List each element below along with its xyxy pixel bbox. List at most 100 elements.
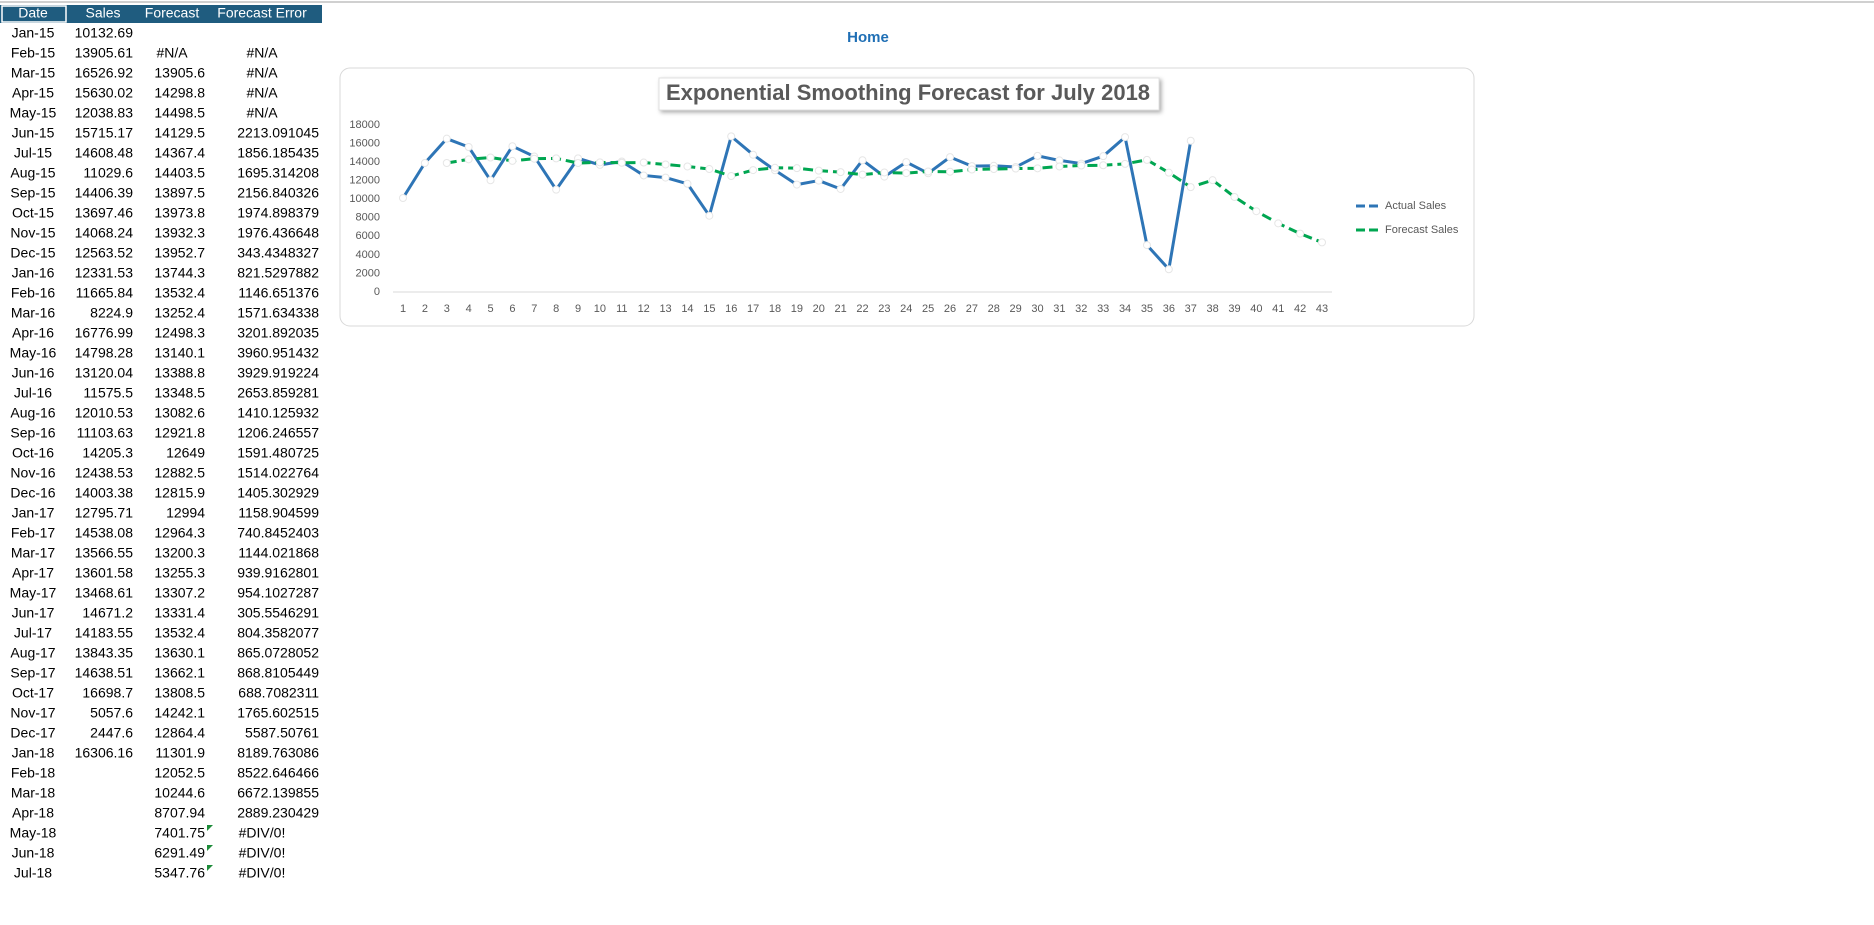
cell: 12010.53: [75, 405, 134, 421]
point: [1033, 151, 1042, 160]
cell: Jan-18: [12, 745, 55, 761]
cell: 1695.314208: [237, 165, 319, 181]
cell: 14608.48: [75, 145, 134, 161]
cell: Jan-17: [12, 505, 55, 521]
point: [705, 211, 714, 220]
point: [464, 142, 473, 151]
point: [858, 170, 867, 179]
point: [749, 166, 758, 175]
x-tick-label: 5: [487, 303, 493, 315]
point: [727, 172, 736, 181]
x-tick-label: 23: [878, 303, 890, 315]
cell: 11029.6: [83, 165, 133, 181]
cell: Feb-18: [11, 765, 56, 781]
cell: 6291.49: [154, 845, 205, 861]
cell: 12438.53: [75, 465, 134, 481]
point: [617, 158, 626, 167]
cell: 13905.61: [75, 45, 134, 61]
point: [486, 153, 495, 162]
cell: Dec-15: [10, 245, 55, 261]
cell: #N/A: [246, 45, 278, 61]
selected-cell[interactable]: [1, 5, 67, 23]
y-tick-label: 2000: [356, 267, 380, 279]
point: [1142, 155, 1151, 164]
cell: 1514.022764: [237, 465, 319, 481]
cell: 14242.1: [154, 705, 205, 721]
point: [574, 159, 583, 168]
cell: Aug-17: [10, 645, 55, 661]
cell: 12563.52: [75, 245, 134, 261]
y-tick-label: 0: [374, 286, 380, 298]
x-tick-label: 7: [531, 303, 537, 315]
cell: 13744.3: [154, 265, 205, 281]
cell: 14003.38: [75, 485, 134, 501]
cell: Oct-17: [12, 685, 54, 701]
cell: 2889.230429: [237, 805, 319, 821]
point: [552, 154, 561, 163]
y-tick-label: 16000: [349, 137, 380, 149]
cell: 13808.5: [154, 685, 205, 701]
cell: 13532.4: [154, 625, 205, 641]
x-tick-label: 22: [856, 303, 868, 315]
legend-label: Actual Sales: [1385, 200, 1447, 212]
error-flag: [207, 825, 213, 831]
cell: 2653.859281: [237, 385, 319, 401]
y-tick-label: 8000: [356, 212, 380, 224]
point: [530, 154, 539, 163]
cell: 14205.3: [82, 445, 133, 461]
point: [661, 160, 670, 169]
point: [1164, 168, 1173, 177]
x-tick-label: 20: [813, 303, 825, 315]
cell: 343.4348327: [237, 245, 319, 261]
point: [683, 162, 692, 171]
point: [1230, 192, 1239, 201]
x-tick-label: 29: [1010, 303, 1022, 315]
legend-label: Forecast Sales: [1385, 224, 1459, 236]
cell: Sep-16: [10, 425, 55, 441]
x-tick-label: 8: [553, 303, 559, 315]
cell: 868.8105449: [237, 665, 319, 681]
point: [814, 166, 823, 175]
point: [420, 158, 429, 167]
header-bar: [0, 5, 322, 23]
point: [1099, 152, 1108, 161]
point: [946, 153, 955, 162]
point: [464, 155, 473, 164]
cell: 13697.46: [75, 205, 134, 221]
point: [1142, 241, 1151, 250]
cell: Jul-16: [14, 385, 52, 401]
point: [1186, 136, 1195, 145]
x-tick-label: 39: [1228, 303, 1240, 315]
cell: Feb-15: [11, 45, 56, 61]
x-tick-label: 15: [703, 303, 715, 315]
x-tick-label: 24: [900, 303, 912, 315]
cell: 14183.55: [75, 625, 134, 641]
x-tick-label: 6: [509, 303, 515, 315]
chart-title: Exponential Smoothing Forecast for July …: [666, 80, 1150, 105]
point: [967, 165, 976, 174]
x-tick-label: 10: [594, 303, 606, 315]
cell: 13897.5: [154, 185, 205, 201]
home-link[interactable]: Home: [847, 29, 889, 46]
error-flag: [207, 845, 213, 851]
point: [1252, 207, 1261, 216]
cell: 12498.3: [154, 325, 205, 341]
x-tick-label: 26: [944, 303, 956, 315]
x-tick-label: 32: [1075, 303, 1087, 315]
cell: 3201.892035: [237, 325, 319, 341]
cell: 12964.3: [154, 525, 205, 541]
point: [836, 184, 845, 193]
point: [1186, 183, 1195, 192]
x-tick-label: 12: [638, 303, 650, 315]
cell: Apr-15: [12, 85, 54, 101]
cell: 2447.6: [90, 725, 133, 741]
cell: 14638.51: [75, 665, 134, 681]
x-tick-label: 33: [1097, 303, 1109, 315]
y-tick-label: 6000: [356, 230, 380, 242]
cell: 13952.7: [154, 245, 205, 261]
error-flag: [207, 865, 213, 871]
cell: 688.7082311: [238, 685, 319, 701]
cell: 13140.1: [154, 345, 205, 361]
cell: 1410.125932: [237, 405, 319, 421]
point: [727, 132, 736, 141]
